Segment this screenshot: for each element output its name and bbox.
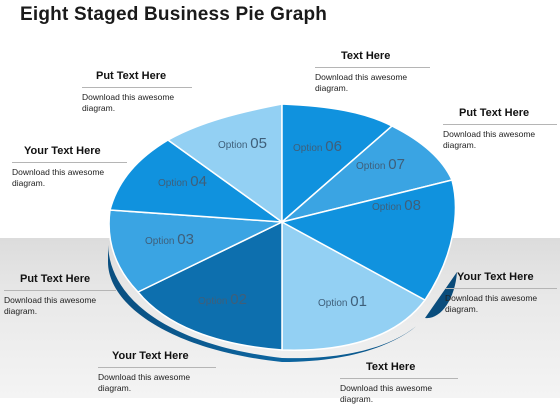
slice-label-07: Option 07: [356, 156, 405, 173]
callout-description: Download this awesome diagram.: [315, 72, 408, 93]
callout-divider: [82, 87, 192, 88]
callout-description: Download this awesome diagram.: [4, 295, 97, 316]
slice-label-05: Option 05: [218, 135, 267, 152]
callout-divider: [443, 124, 557, 125]
callout-upper-right: Put Text Here Download this awesome diag…: [443, 107, 557, 151]
pie-slice-07: [281, 125, 453, 223]
callout-heading: Your Text Here: [457, 271, 534, 283]
callout-divider: [98, 367, 216, 368]
callout-divider: [4, 290, 116, 291]
pie-slice-03: [108, 209, 283, 293]
page-title: Eight Staged Business Pie Graph: [20, 4, 328, 25]
callout-description: Download this awesome diagram.: [340, 383, 433, 404]
slice-label-01: Option 01: [318, 293, 367, 310]
pie-slice-01: [281, 221, 426, 351]
callout-description: Download this awesome diagram.: [12, 167, 105, 188]
slice-label-02: Option 02: [198, 291, 247, 308]
callout-heading: Put Text Here: [459, 107, 530, 119]
callout-divider: [12, 162, 127, 163]
callout-top-right: Text Here Download this awesome diagram.: [315, 50, 430, 94]
callout-left: Your Text Here Download this awesome dia…: [12, 145, 127, 189]
callout-upper-left: Put Text Here Download this awesome diag…: [82, 70, 192, 114]
callout-heading: Text Here: [366, 361, 416, 373]
callout-heading: Put Text Here: [20, 273, 91, 285]
callout-bottom-right: Text Here Download this awesome diagram.: [340, 361, 458, 405]
slice-label-06: Option 06: [293, 138, 342, 155]
callout-heading: Text Here: [341, 50, 391, 62]
slice-label-04: Option 04: [158, 173, 207, 190]
callout-divider: [315, 67, 430, 68]
slice-label-03: Option 03: [145, 231, 194, 248]
callout-heading: Put Text Here: [96, 70, 167, 82]
pie-slice-08: [281, 179, 457, 301]
callout-lower-left: Put Text Here Download this awesome diag…: [4, 273, 116, 317]
callout-lower-right: Your Text Here Download this awesome dia…: [445, 271, 557, 315]
pie-slice-06: [281, 103, 393, 223]
callout-description: Download this awesome diagram.: [82, 92, 175, 113]
callout-divider: [340, 378, 458, 379]
callout-bottom-left: Your Text Here Download this awesome dia…: [98, 350, 216, 394]
pie-slice-02: [137, 221, 283, 351]
callout-heading: Your Text Here: [24, 145, 101, 157]
slice-label-08: Option 08: [372, 197, 421, 214]
callout-description: Download this awesome diagram.: [443, 129, 536, 150]
callout-heading: Your Text Here: [112, 350, 189, 362]
pie-slice-05: [167, 103, 283, 223]
pie-slice-04: [109, 139, 283, 223]
callout-description: Download this awesome diagram.: [98, 372, 191, 393]
callout-divider: [445, 288, 557, 289]
callout-description: Download this awesome diagram.: [445, 293, 538, 314]
